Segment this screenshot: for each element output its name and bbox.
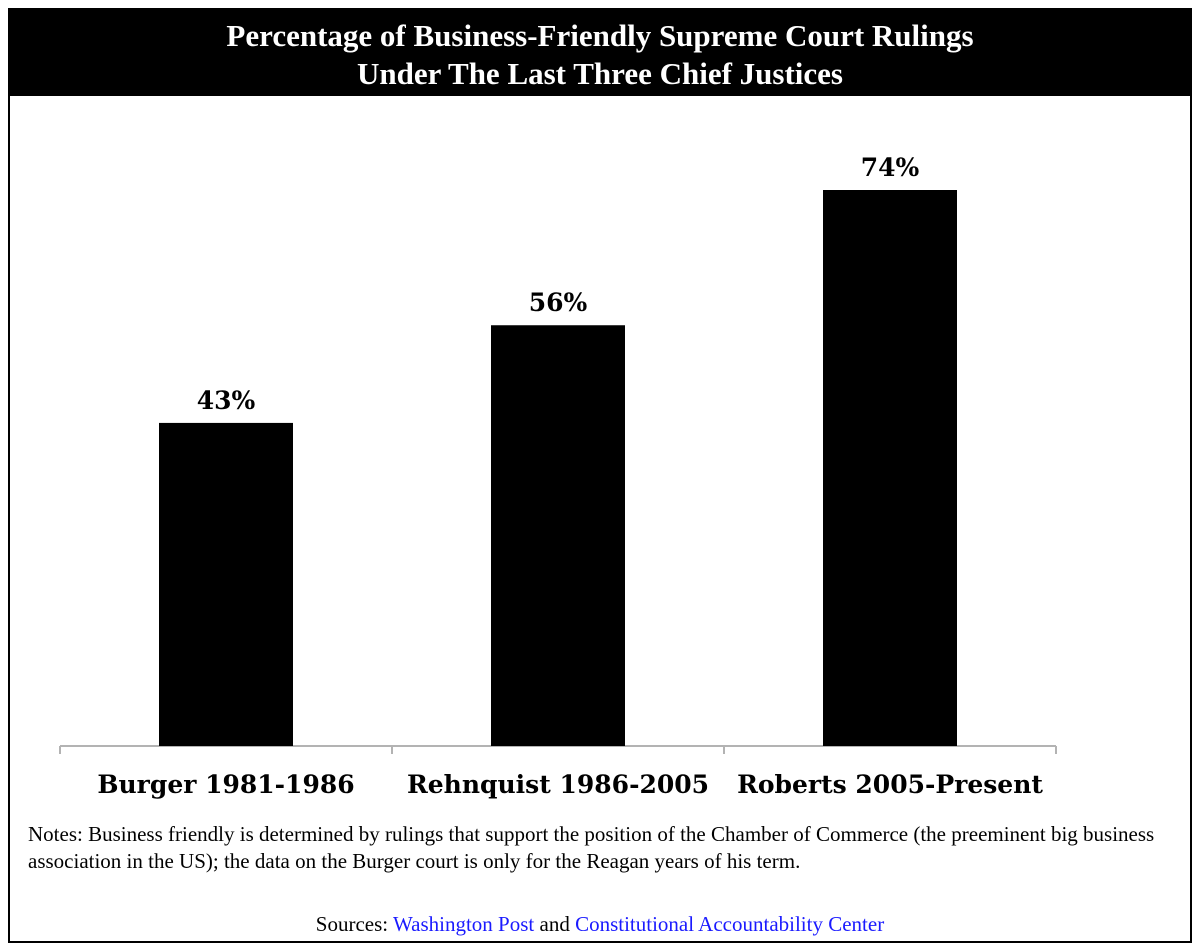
x-tick-label: Roberts 2005-Present (737, 770, 1043, 799)
chart-notes: Notes: Business friendly is determined b… (28, 822, 1155, 873)
chart-title: Percentage of Business-Friendly Supreme … (10, 10, 1190, 96)
chart-title-line-1: Percentage of Business-Friendly Supreme … (226, 18, 974, 53)
x-tick-label: Burger 1981-1986 (97, 770, 354, 799)
chart-sources: Sources: Washington Post and Constitutio… (10, 912, 1190, 937)
x-tick-label: Rehnquist 1986-2005 (407, 770, 709, 799)
bar (159, 422, 293, 746)
bar-value-label: 56% (529, 288, 588, 317)
chart-frame: Percentage of Business-Friendly Supreme … (8, 8, 1192, 943)
bar-value-label: 43% (197, 386, 256, 415)
bar (491, 325, 625, 746)
constitutional-accountability-center-link[interactable]: Constitutional Accountability Center (575, 912, 885, 936)
bar (823, 190, 957, 746)
bar-value-label: 74% (861, 153, 920, 182)
chart-title-line-2: Under The Last Three Chief Justices (357, 56, 843, 91)
sources-prefix: Sources: (315, 912, 389, 936)
sources-conjunction: and (539, 912, 570, 936)
washington-post-link[interactable]: Washington Post (393, 912, 535, 936)
bar-chart: 43% Burger 1981-1986 56% Rehnquist 1986-200… (59, 153, 1057, 799)
